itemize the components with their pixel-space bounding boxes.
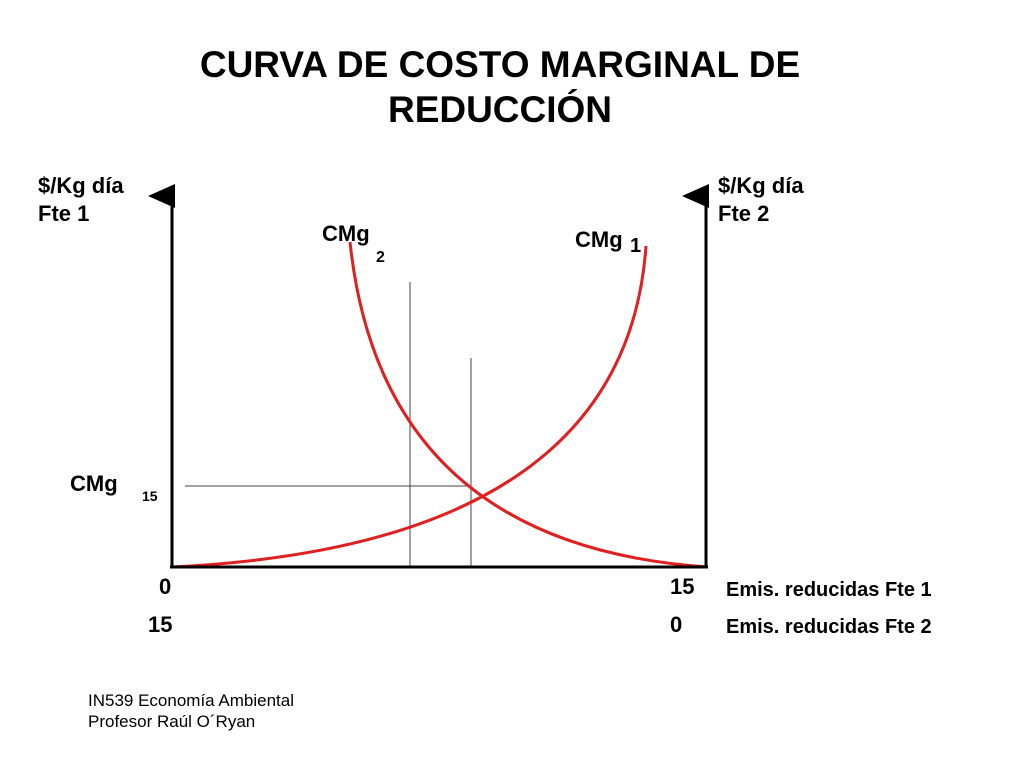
footer-course: IN539 Economía Ambiental bbox=[88, 691, 295, 710]
left-axis-label: $/Kg día Fte 1 bbox=[38, 172, 124, 228]
cmg1-label-main: CMg bbox=[575, 227, 623, 252]
right-axis-label-line-2: Fte 2 bbox=[718, 201, 770, 226]
cmg1-curve bbox=[171, 245, 648, 569]
cmg1-label: CMg 1 bbox=[575, 226, 641, 257]
x-row1-right-value: 15 bbox=[670, 574, 695, 599]
left-axis-label-line-1: $/Kg día bbox=[38, 173, 124, 198]
cmg2-label-main: CMg bbox=[322, 221, 370, 246]
right-axis-label: $/Kg día Fte 2 bbox=[718, 172, 804, 228]
cmg2-label-subscript: 2 bbox=[376, 249, 385, 266]
x-row1-axis-label: Emis. reducidas Fte 1 bbox=[726, 579, 932, 601]
x-row2-right-value: 0 bbox=[670, 612, 683, 637]
slide-title-line-2: REDUCCIÓN bbox=[387, 89, 613, 130]
x-row1-left-value: 0 bbox=[159, 574, 172, 599]
left-axis-label-line-2: Fte 1 bbox=[38, 201, 90, 226]
slide-title-line-1: CURVA DE COSTO MARGINAL DE bbox=[199, 44, 801, 85]
slide-footer: IN539 Economía Ambiental Profesor Raúl O… bbox=[88, 690, 294, 732]
equilibrium-cost-label-main: CMg bbox=[70, 471, 118, 496]
cmg2-label: CMg 2 bbox=[322, 220, 385, 266]
cmg1-label-subscript: 1 bbox=[630, 235, 642, 257]
equilibrium-cost-label: CMg 15 bbox=[70, 470, 158, 504]
x-row2-axis-label: Emis. reducidas Fte 2 bbox=[726, 616, 932, 638]
cmg2-curve bbox=[348, 241, 709, 569]
x-row2-left-value: 15 bbox=[148, 612, 173, 637]
slide-title: CURVA DE COSTO MARGINAL DE REDUCCIÓN bbox=[100, 42, 900, 132]
footer-professor: Profesor Raúl O´Ryan bbox=[88, 712, 256, 731]
right-axis-label-line-1: $/Kg día bbox=[718, 173, 804, 198]
equilibrium-cost-label-subscript: 15 bbox=[142, 488, 158, 504]
